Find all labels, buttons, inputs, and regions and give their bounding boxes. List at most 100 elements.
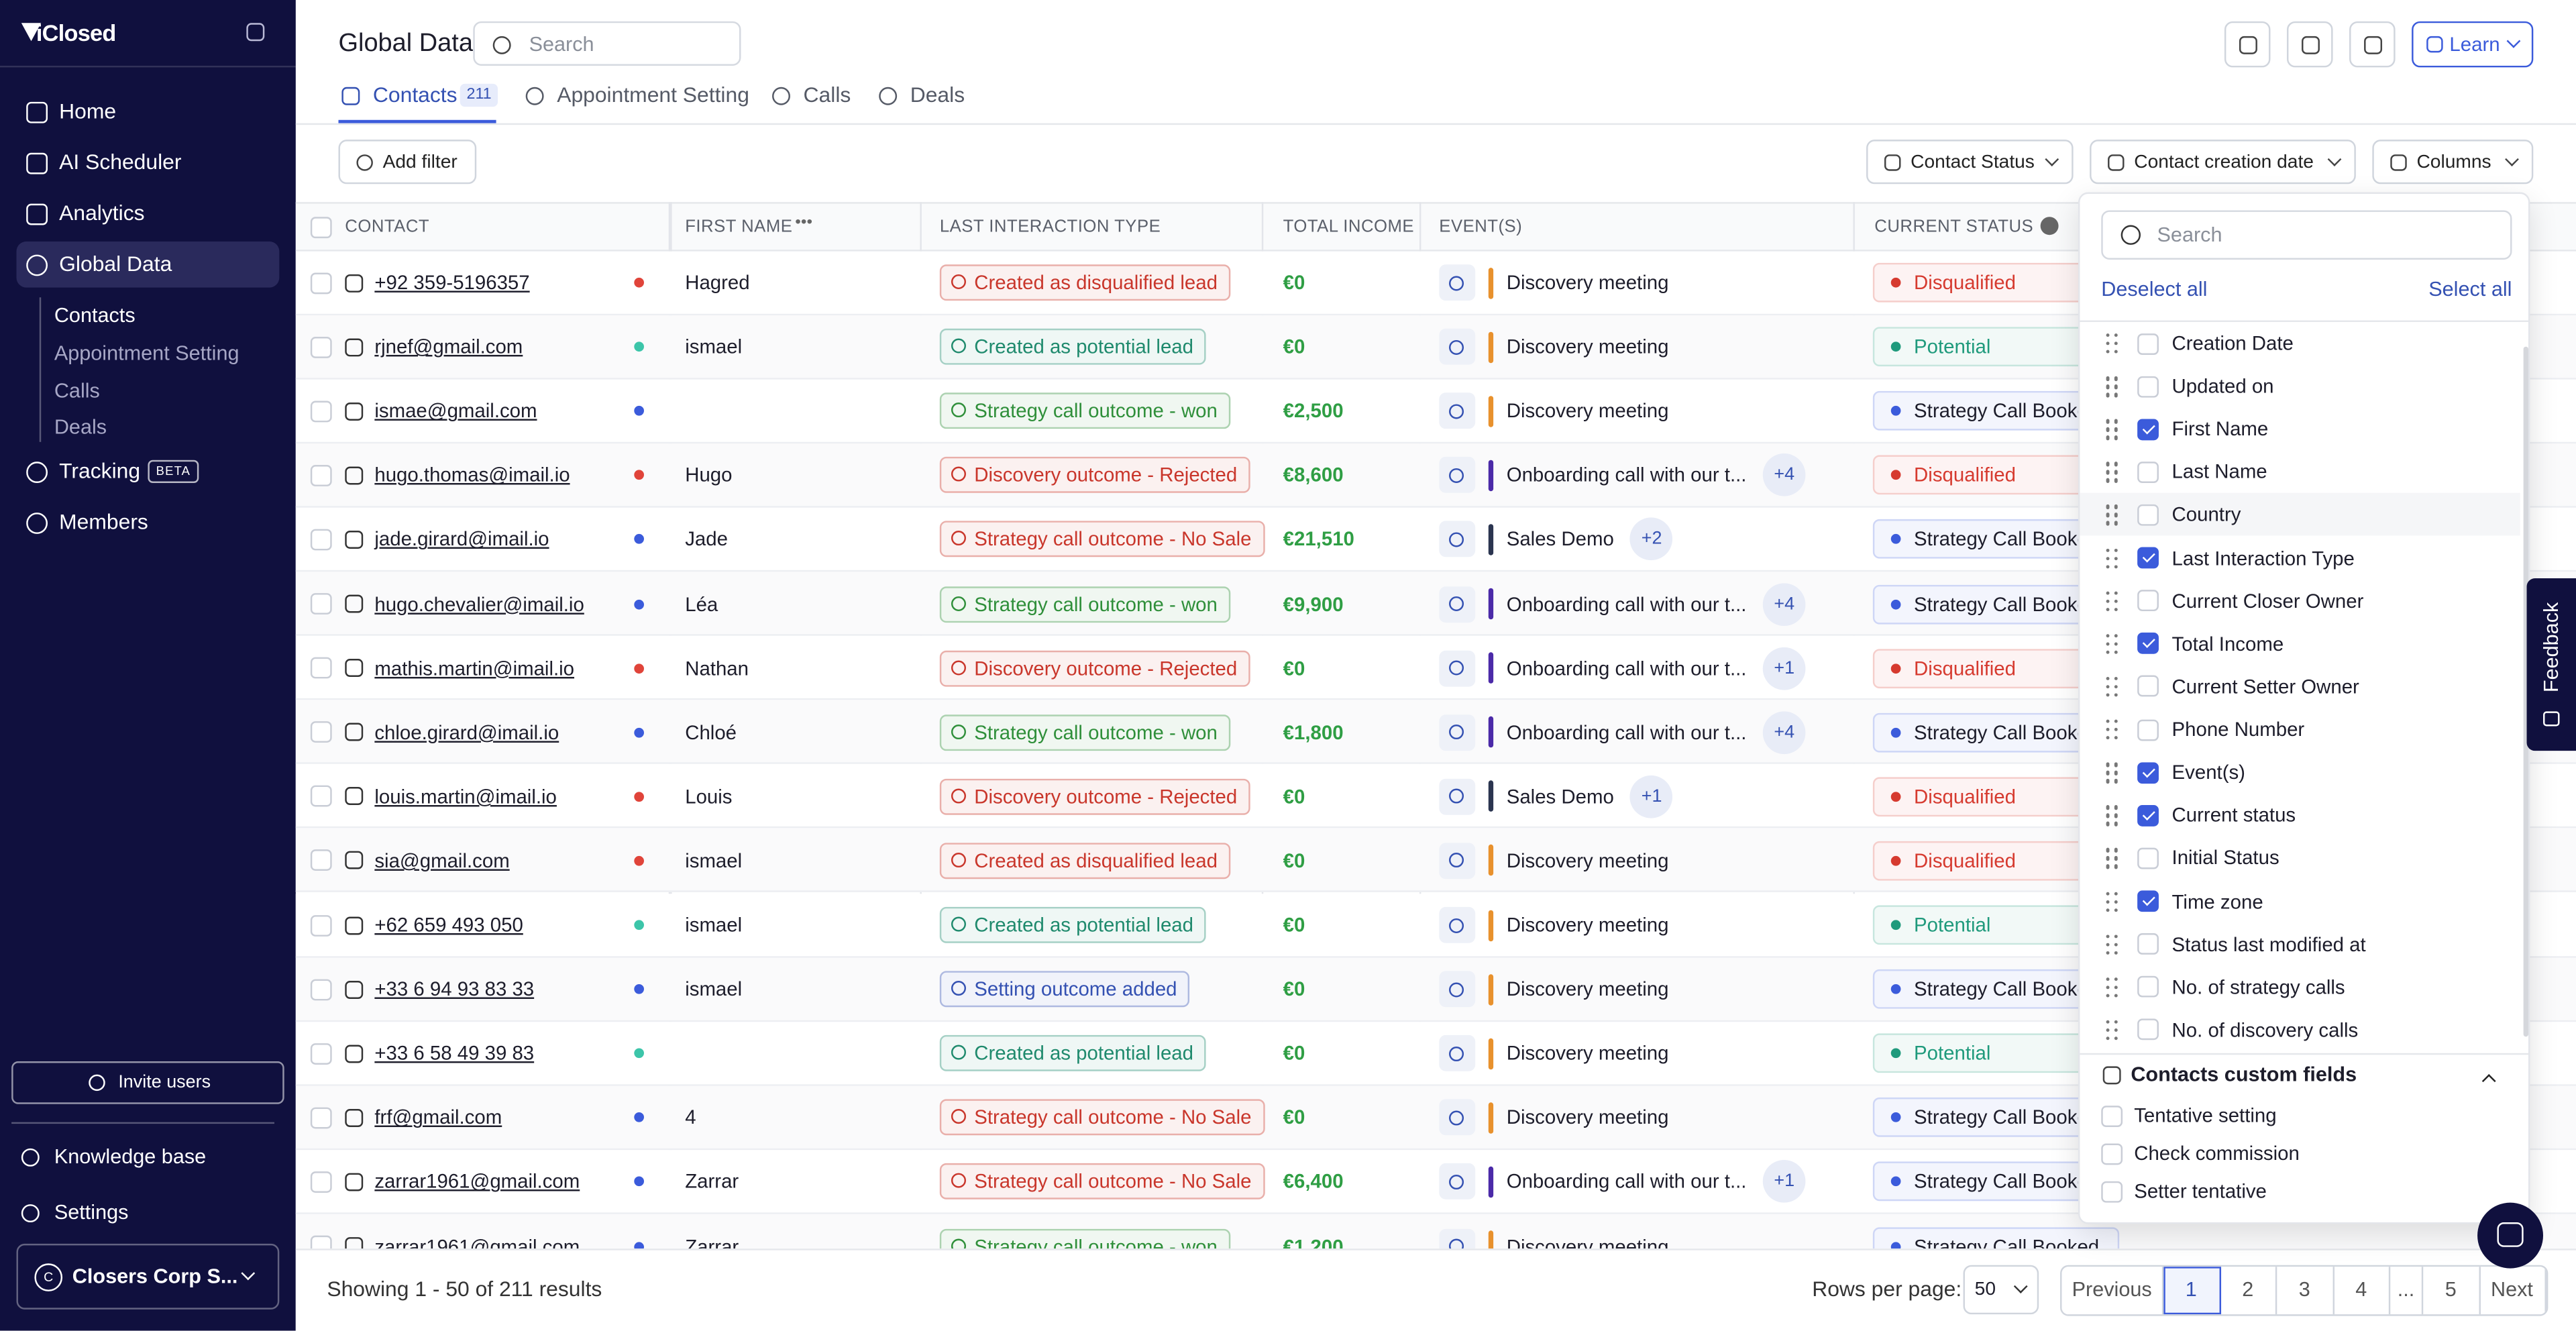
page-button[interactable]: 1 [2163, 1267, 2220, 1314]
row-checkbox[interactable] [311, 529, 332, 550]
contact-link[interactable]: hugo.chevalier@imail.io [374, 589, 584, 619]
custom-field-option[interactable]: Tentative setting [2134, 1101, 2276, 1130]
next-button[interactable]: Next [2480, 1267, 2546, 1314]
row-checkbox[interactable] [311, 401, 332, 422]
contact-link[interactable]: +62 659 493 050 [374, 910, 523, 940]
drag-dot [2114, 513, 2118, 517]
columns-search[interactable]: Search [2101, 210, 2512, 259]
contact-link[interactable]: +33 6 58 49 39 83 [374, 1039, 534, 1068]
column-checkbox[interactable] [2137, 1019, 2159, 1041]
column-checkbox[interactable] [2137, 676, 2159, 698]
custom-field-checkbox[interactable] [2101, 1142, 2123, 1164]
row-checkbox[interactable] [311, 657, 332, 679]
column-checkbox[interactable] [2137, 933, 2159, 955]
workspace-switcher[interactable]: CClosers Corp S... [16, 1244, 279, 1310]
row-checkbox[interactable] [311, 336, 332, 358]
row-checkbox[interactable] [311, 722, 332, 743]
row-checkbox[interactable] [311, 1043, 332, 1064]
chat-launcher[interactable] [2477, 1203, 2543, 1269]
page-button[interactable]: 2 [2220, 1267, 2277, 1314]
row-checkbox[interactable] [311, 1107, 332, 1128]
column-checkbox[interactable] [2137, 504, 2159, 526]
column-option[interactable]: Initial Status [2172, 843, 2279, 873]
custom-fields-title[interactable]: Contacts custom fields [2131, 1060, 2357, 1089]
row-checkbox[interactable] [311, 593, 332, 615]
column-option[interactable]: Current Setter Owner [2172, 672, 2359, 702]
column-option[interactable]: Last Interaction Type [2172, 543, 2355, 573]
page-button[interactable]: ... [2390, 1267, 2423, 1314]
column-option[interactable]: Current Closer Owner [2172, 586, 2364, 616]
row-checkbox[interactable] [311, 786, 332, 807]
row-checkbox[interactable] [311, 979, 332, 1000]
status-dot [1891, 792, 1901, 802]
column-checkbox[interactable] [2137, 976, 2159, 998]
column-option[interactable]: No. of strategy calls [2172, 972, 2345, 1002]
icon [2121, 225, 2141, 245]
page-button[interactable]: 5 [2423, 1267, 2479, 1314]
first-name: Zarrar [685, 1167, 739, 1197]
feedback-tab[interactable]: Feedback [2527, 578, 2576, 751]
contact-link[interactable]: jade.girard@imail.io [374, 525, 549, 554]
contact-link[interactable]: sia@gmail.com [374, 846, 509, 875]
page-button[interactable]: 4 [2334, 1267, 2390, 1314]
column-option[interactable]: No. of discovery calls [2172, 1015, 2359, 1045]
column-option[interactable]: Creation Date [2172, 329, 2294, 358]
custom-field-option[interactable]: Setter tentative [2134, 1176, 2267, 1206]
column-checkbox[interactable] [2137, 462, 2159, 483]
contact-link[interactable]: rjnef@gmail.com [374, 332, 523, 362]
column-checkbox[interactable] [2137, 333, 2159, 354]
row-checkbox[interactable] [311, 1171, 332, 1193]
contact-link[interactable]: mathis.martin@imail.io [374, 653, 574, 683]
contact-link[interactable]: hugo.thomas@imail.io [374, 460, 570, 490]
page-button[interactable]: 3 [2277, 1267, 2333, 1314]
contact-link[interactable]: zarrar1961@gmail.com [374, 1167, 580, 1197]
contact-link[interactable]: zarrar1961@gmail.com [374, 1232, 580, 1249]
column-option[interactable]: Event(s) [2172, 757, 2245, 787]
contact-link[interactable]: chloe.girard@imail.io [374, 717, 559, 747]
custom-field-checkbox[interactable] [2101, 1105, 2123, 1126]
column-option[interactable]: Updated on [2172, 372, 2274, 401]
column-option[interactable]: First Name [2172, 415, 2269, 444]
column-option[interactable]: Last Name [2172, 458, 2267, 487]
column-checkbox[interactable] [2137, 376, 2159, 397]
contact-link[interactable]: ismae@gmail.com [374, 396, 537, 426]
deselect-all[interactable]: Deselect all [2101, 274, 2207, 304]
contact-link[interactable]: louis.martin@imail.io [374, 782, 557, 811]
column-option[interactable]: Time zone [2172, 886, 2263, 916]
select-all-checkbox[interactable] [311, 216, 332, 237]
column-checkbox[interactable] [2137, 633, 2159, 655]
column-checkbox[interactable] [2137, 590, 2159, 612]
column-option[interactable]: Total Income [2172, 629, 2284, 659]
event-extra: +1 [1763, 647, 1806, 690]
previous-button[interactable]: Previous [2061, 1267, 2163, 1314]
drag-dot [2114, 763, 2118, 767]
drag-dot [2114, 814, 2118, 818]
contact-link[interactable]: frf@gmail.com [374, 1103, 502, 1132]
drag-dot [2106, 462, 2110, 466]
column-checkbox[interactable] [2137, 419, 2159, 440]
column-checkbox[interactable] [2137, 805, 2159, 827]
column-option[interactable]: Phone Number [2172, 714, 2305, 744]
column-checkbox[interactable] [2137, 547, 2159, 569]
contact-link[interactable]: +33 6 94 93 83 33 [374, 974, 534, 1004]
column-checkbox[interactable] [2137, 890, 2159, 912]
column-option[interactable]: Country [2172, 500, 2241, 530]
icon [345, 788, 363, 806]
column-option[interactable]: Status last modified at [2172, 929, 2366, 959]
interaction-icon [951, 596, 966, 610]
column-checkbox[interactable] [2137, 848, 2159, 869]
row-checkbox[interactable] [311, 272, 332, 293]
row-checkbox[interactable] [311, 850, 332, 871]
column-checkbox[interactable] [2137, 762, 2159, 784]
custom-field-option[interactable]: Check commission [2134, 1138, 2300, 1168]
select-all[interactable]: Select all [2402, 274, 2512, 304]
column-option[interactable]: Current status [2172, 800, 2296, 830]
contact-link[interactable]: +92 359-5196357 [374, 268, 529, 297]
page-size-select[interactable]: 50 [1964, 1265, 2039, 1314]
row-checkbox[interactable] [311, 1236, 332, 1249]
contact-dot [634, 663, 644, 673]
row-checkbox[interactable] [311, 465, 332, 486]
column-checkbox[interactable] [2137, 719, 2159, 741]
custom-field-checkbox[interactable] [2101, 1181, 2123, 1202]
row-checkbox[interactable] [311, 914, 332, 936]
